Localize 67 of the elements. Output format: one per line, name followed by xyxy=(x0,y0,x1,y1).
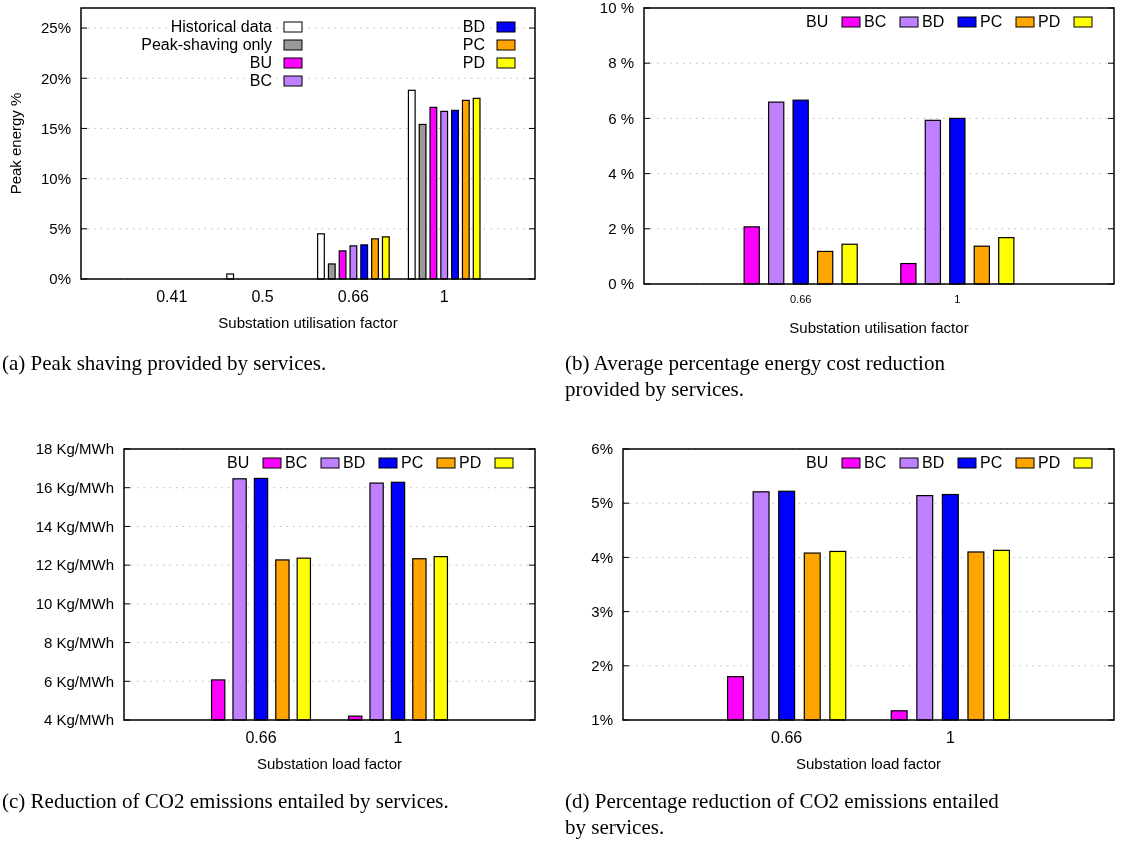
x-axis-title: Substation load factor xyxy=(256,755,403,772)
y-tick-label: 6 % xyxy=(608,109,634,127)
legend-label: BC xyxy=(864,13,887,30)
x-tick-label: 1 xyxy=(439,287,449,305)
y-tick-label: 5% xyxy=(49,220,71,238)
x-tick-label: 1 xyxy=(954,292,961,305)
y-tick-label: 25% xyxy=(40,19,71,37)
legend-label: BD xyxy=(922,13,945,30)
legend-label: PC xyxy=(462,36,485,53)
y-tick-label: 1% xyxy=(591,711,613,729)
text: (c) Reduction of CO2 emissions entailed by services. xyxy=(2,789,449,813)
y-tick-label: 0 % xyxy=(608,275,634,293)
legend-label: BC xyxy=(285,454,308,471)
y-axis-title: Peak energy % xyxy=(7,92,24,195)
x-axis-title: Substation utilisation factor xyxy=(218,314,398,331)
x-tick-label: 0.5 xyxy=(251,287,274,305)
y-tick-label: 0% xyxy=(49,270,71,288)
y-tick-label: 8 % xyxy=(608,54,634,72)
y-tick-label: 10% xyxy=(40,169,71,187)
x-tick-label: 0.66 xyxy=(245,728,277,746)
y-tick-label: 20% xyxy=(40,69,71,87)
y-tick-label: 10 Kg/MWh xyxy=(35,595,114,613)
legend-label: PD xyxy=(1038,13,1061,30)
x-tick-label: 0.41 xyxy=(156,287,188,305)
legend-label: BD xyxy=(462,18,485,35)
text: (d) Percentage reduction of CO2 emissions entailed by services. xyxy=(565,789,1000,839)
text: (a) Peak shaving provided by services. xyxy=(2,351,327,375)
y-tick-label: 18 Kg/MWh xyxy=(35,440,114,458)
legend-label: PD xyxy=(1038,454,1061,471)
legend-label: BU xyxy=(227,454,250,471)
x-tick-label: 0.66 xyxy=(771,728,803,746)
y-tick-label: 5% xyxy=(591,494,613,512)
legend-label: PC xyxy=(401,454,424,471)
legend-label: BD xyxy=(922,454,945,471)
y-tick-label: 8 Kg/MWh xyxy=(43,633,114,651)
legend-label: BC xyxy=(249,72,272,89)
x-axis-title: Substation load factor xyxy=(795,755,942,772)
legend-label: BU xyxy=(806,13,829,30)
y-tick-label: 3% xyxy=(591,602,613,620)
x-tick-label: 0.66 xyxy=(337,287,370,305)
legend-label: PC xyxy=(980,13,1003,30)
y-tick-label: 4% xyxy=(591,548,613,566)
y-tick-label: 12 Kg/MWh xyxy=(35,556,114,574)
legend-label: PC xyxy=(980,454,1003,471)
legend-label: BU xyxy=(806,454,829,471)
y-tick-label: 6% xyxy=(591,440,613,458)
x-tick-label: 1 xyxy=(393,728,403,746)
legend-label: BU xyxy=(249,54,272,71)
legend-label: BD xyxy=(343,454,366,471)
legend-label: Peak-shaving only xyxy=(141,36,272,53)
x-tick-label: 0.66 xyxy=(789,292,812,305)
y-tick-label: 16 Kg/MWh xyxy=(35,478,114,496)
y-tick-label: 14 Kg/MWh xyxy=(35,517,114,535)
y-tick-label: 4 Kg/MWh xyxy=(43,711,114,729)
y-tick-label: 10 % xyxy=(599,0,634,17)
legend-label: BC xyxy=(864,454,887,471)
x-tick-label: 1 xyxy=(945,728,955,746)
y-tick-label: 6 Kg/MWh xyxy=(43,672,114,690)
legend-label: PD xyxy=(459,454,482,471)
text: (b) Average percentage energy cost reduction provided by services. xyxy=(565,351,946,401)
x-axis-title: Substation utilisation factor xyxy=(789,319,969,336)
y-tick-label: 15% xyxy=(40,119,71,137)
legend-label: Historical data xyxy=(170,18,273,35)
y-tick-label: 2 % xyxy=(608,220,634,238)
y-tick-label: 4 % xyxy=(608,164,634,182)
legend-label: PD xyxy=(462,54,485,71)
y-tick-label: 2% xyxy=(591,657,613,675)
